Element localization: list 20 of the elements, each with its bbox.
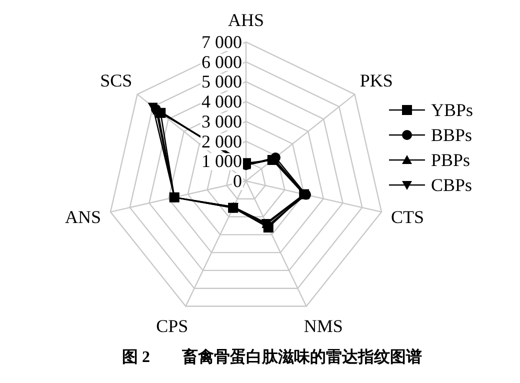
spoke-label: PKS [360,70,393,91]
legend-label: CBPs [431,175,472,195]
spoke-label: SCS [100,70,132,91]
legend-label: YBPs [431,100,474,120]
y-tick-label: 5 000 [202,72,242,92]
y-tick-label: 6 000 [202,52,242,72]
legend-label: BBPs [431,125,472,145]
spoke-label: AHS [228,10,264,30]
legend-label: PBPs [431,150,470,170]
y-tick-label: 0 [233,171,242,191]
y-tick-label: 3 000 [202,111,242,132]
spoke-label: CTS [390,206,424,227]
spoke-label: ANS [65,206,102,227]
y-tick-label: 4 000 [202,92,242,112]
y-tick-label: 1 000 [202,151,242,172]
text: 图 2 畜禽骨蛋白肽滋味的雷达指纹图谱 [122,347,422,366]
spoke-label: CPS [156,316,188,336]
spoke-label: NMS [304,316,343,336]
y-tick-label: 7 000 [202,32,242,52]
y-tick-label: 2 000 [202,131,242,152]
